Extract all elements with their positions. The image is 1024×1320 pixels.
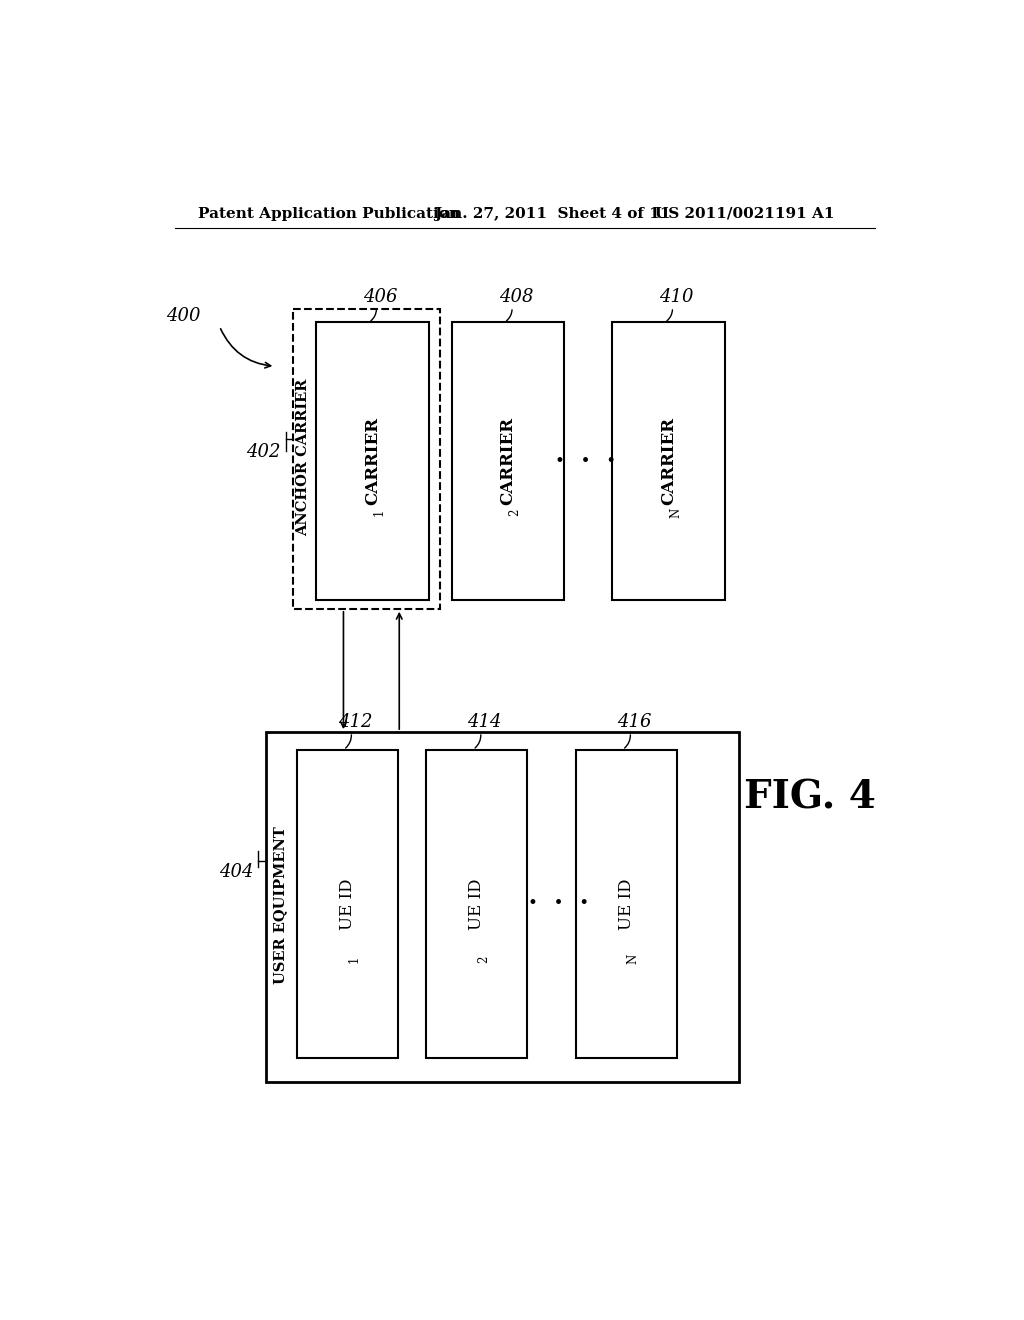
Bar: [266, 733, 738, 1082]
Text: 406: 406: [364, 288, 397, 306]
Bar: [316, 322, 429, 599]
Bar: [575, 750, 677, 1057]
Text: 410: 410: [659, 288, 693, 306]
Bar: [297, 750, 397, 1057]
Text: •   •   •: • • •: [555, 453, 615, 470]
Text: 402: 402: [246, 444, 281, 461]
Text: N: N: [627, 954, 640, 965]
Text: UE ID: UE ID: [617, 878, 635, 929]
Text: 412: 412: [338, 713, 373, 731]
Text: ANCHOR CARRIER: ANCHOR CARRIER: [296, 379, 310, 536]
Text: CARRIER: CARRIER: [660, 417, 677, 506]
Text: 416: 416: [616, 713, 651, 731]
Text: USER EQUIPMENT: USER EQUIPMENT: [273, 826, 287, 985]
Bar: [612, 322, 725, 599]
Text: CARRIER: CARRIER: [500, 417, 517, 506]
Text: US 2011/0021191 A1: US 2011/0021191 A1: [655, 207, 835, 220]
Bar: [293, 309, 440, 609]
Text: 400: 400: [166, 308, 200, 325]
Text: N: N: [669, 507, 682, 517]
Text: 1: 1: [348, 956, 360, 962]
Text: 414: 414: [467, 713, 502, 731]
Text: 1: 1: [373, 510, 386, 516]
Text: FIG. 4: FIG. 4: [744, 779, 876, 817]
Text: CARRIER: CARRIER: [364, 417, 381, 506]
Bar: [452, 322, 564, 599]
Text: UE ID: UE ID: [339, 878, 355, 929]
Text: Patent Application Publication: Patent Application Publication: [198, 207, 460, 220]
Bar: [426, 750, 527, 1057]
Text: 2: 2: [477, 956, 490, 962]
Text: UE ID: UE ID: [468, 878, 485, 929]
Text: 2: 2: [509, 510, 521, 516]
Text: Jan. 27, 2011  Sheet 4 of 11: Jan. 27, 2011 Sheet 4 of 11: [434, 207, 671, 220]
Text: •   •   •: • • •: [527, 895, 589, 912]
Text: 404: 404: [219, 863, 254, 880]
Text: 408: 408: [499, 288, 534, 306]
